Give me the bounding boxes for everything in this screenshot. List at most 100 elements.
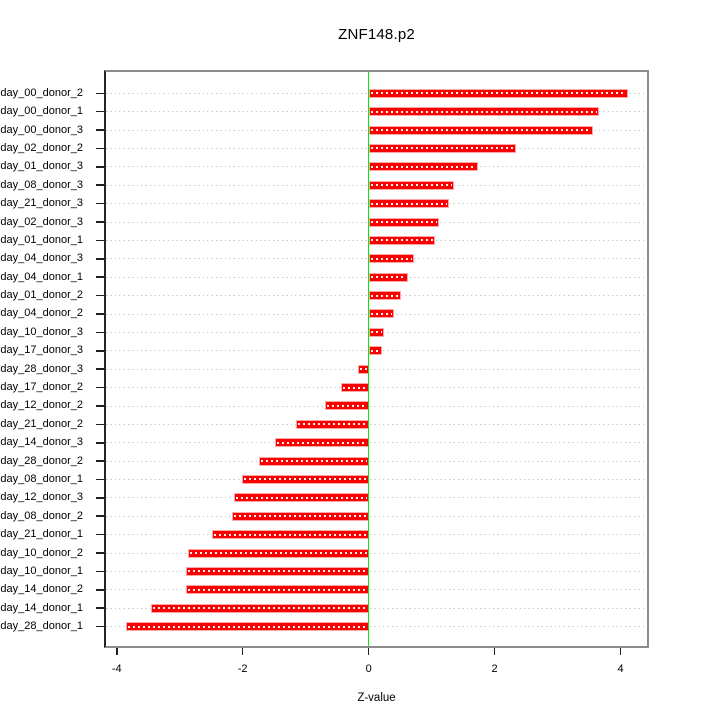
y-axis-tick [96,570,104,573]
grid-line [106,570,647,573]
y-axis-tick [96,368,104,370]
grid-line [106,478,647,481]
bar-dash-pattern [189,552,367,555]
bar [368,291,401,301]
grid-line [106,423,647,426]
bar-dash-pattern [370,257,412,260]
bar [242,474,369,484]
grid-line [106,607,647,610]
y-axis-tick [96,552,104,554]
bar [185,585,369,595]
grid-line [106,533,647,536]
y-axis-label: day_12_donor_3 [0,491,83,504]
y-axis-label: day_28_donor_1 [0,620,83,633]
y-axis-label: day_10_donor_2 [0,546,83,559]
bar [125,622,369,632]
y-axis-label: day_04_donor_3 [0,252,83,265]
y-axis-tick [96,497,104,499]
bar-dash-pattern [187,588,367,591]
y-axis-tick [96,258,104,260]
y-axis-label: day_14_donor_2 [0,583,83,596]
bar-dash-pattern [326,404,367,407]
bar-dash-pattern [233,515,367,518]
x-axis-tick-label: 0 [365,663,372,675]
y-axis-tick [96,423,104,426]
y-axis-tick [96,92,104,95]
grid-line [106,405,647,408]
bar-dash-pattern [342,386,367,389]
y-axis-label: day_10_donor_1 [0,564,83,577]
y-axis-tick [96,386,104,389]
x-axis-tick [619,648,622,655]
y-axis-tick [96,349,104,352]
bar-dash-pattern [370,202,448,205]
chart-title: ZNF148.p2 [338,26,415,43]
grid-line [106,552,647,555]
y-axis-label: day_00_donor_3 [0,123,83,136]
y-axis-label: day_21_donor_1 [0,528,83,541]
y-axis-label: day_12_donor_2 [0,399,83,412]
bar [368,217,440,227]
bar-dash-pattern [370,239,434,242]
y-axis-tick [96,460,104,462]
bar-dash-pattern [370,349,380,352]
bar [295,419,369,429]
y-axis-label: day_02_donor_3 [0,215,83,228]
y-axis-tick [96,294,104,297]
y-axis-label: day_04_donor_2 [0,307,83,320]
y-axis-tick [96,331,104,334]
bar-dash-pattern [370,129,591,132]
bar [275,438,369,448]
bar [368,162,479,172]
bar [340,383,369,393]
y-axis-tick [96,589,104,591]
y-axis-tick [96,147,104,150]
y-axis-tick [96,166,104,168]
bar [234,493,369,503]
grid-line [106,442,647,444]
y-axis-tick [96,221,104,223]
y-axis-tick [96,313,104,315]
bar-dash-pattern [277,441,367,444]
bar-dash-pattern [213,533,367,536]
y-axis-label: day_01_donor_3 [0,160,83,173]
y-axis-label: day_21_donor_2 [0,417,83,430]
bar-dash-pattern [187,570,367,573]
y-axis-label: day_01_donor_1 [0,233,83,246]
bar-dash-pattern [261,460,367,463]
y-axis-tick [96,405,104,407]
y-axis-label: day_17_donor_2 [0,381,83,394]
x-axis-tick [115,648,118,655]
bar [368,143,516,153]
plot-area [104,70,649,648]
bar [368,125,593,135]
y-axis-label: day_10_donor_3 [0,325,83,338]
bar [324,401,369,411]
bar-dash-pattern [370,312,392,315]
bar [368,107,600,117]
x-axis-tick [367,648,370,655]
grid-line [106,368,647,371]
y-axis-label: day_14_donor_1 [0,601,83,614]
x-axis-tick [493,648,496,655]
bar-dash-pattern [370,276,406,279]
y-axis-label: day_04_donor_1 [0,270,83,283]
bar-dash-pattern [370,165,477,168]
y-axis-tick [96,110,104,113]
y-axis-tick [96,239,104,242]
bar-dash-pattern [370,92,627,95]
bar [368,199,450,209]
y-axis-tick [96,625,104,628]
x-axis-tick [241,648,244,655]
y-axis-label: day_00_donor_2 [0,86,83,99]
y-axis-label: day_21_donor_3 [0,197,83,210]
x-axis-tick-label: 4 [617,663,624,675]
bar-dash-pattern [370,294,399,297]
y-axis-tick [96,129,104,131]
bar-dash-pattern [370,331,382,334]
y-axis-label: day_08_donor_2 [0,509,83,522]
y-axis-label: day_00_donor_1 [0,105,83,118]
y-axis-label: day_17_donor_3 [0,344,83,357]
y-axis-label: day_28_donor_2 [0,454,83,467]
bar [185,566,369,576]
